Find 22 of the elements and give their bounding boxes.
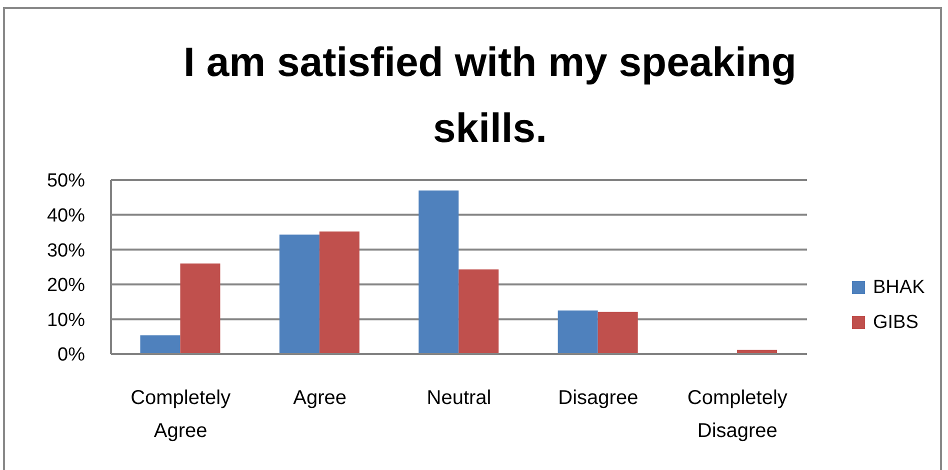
bar [180, 264, 220, 354]
bar [558, 310, 598, 354]
chart-title: I am satisfied with my speaking skills. [182, 38, 798, 153]
legend-label: BHAK [873, 276, 925, 298]
x-tick-label: Neutral [426, 387, 492, 409]
bar [598, 312, 638, 354]
legend-label: GIBS [873, 312, 918, 334]
x-tick-label: Agree [293, 387, 346, 409]
x-tick-label: Disagree [558, 387, 638, 409]
y-tick-label: 50% [46, 170, 86, 192]
bar [140, 335, 180, 354]
bar [319, 232, 360, 354]
y-tick-label: 30% [46, 240, 86, 262]
x-tick-label: Completely Disagree [687, 387, 788, 442]
y-tick-label: 40% [46, 206, 86, 227]
y-tick-label: 0% [58, 344, 86, 366]
bar [458, 269, 499, 354]
bar [279, 234, 320, 354]
x-tick-label: Completely Agree [130, 387, 231, 442]
y-tick-label: 20% [46, 275, 86, 296]
bar [418, 190, 459, 354]
y-tick-label: 10% [46, 310, 86, 331]
